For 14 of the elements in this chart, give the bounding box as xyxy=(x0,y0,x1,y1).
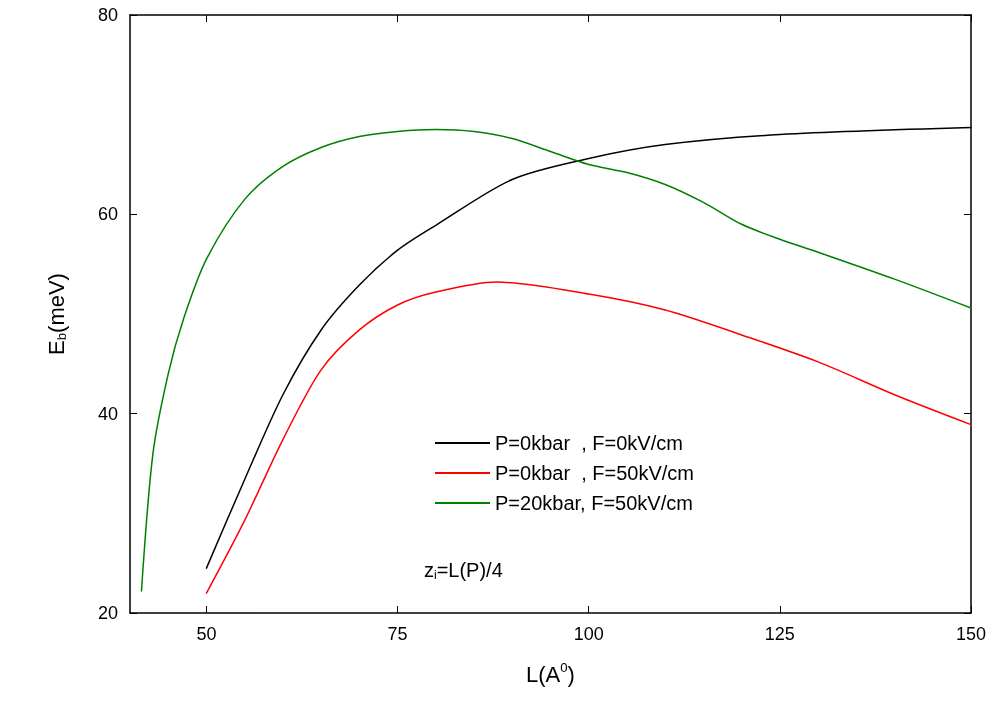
x-tick-label: 100 xyxy=(573,624,604,644)
y-axis-title: Eb(meV) xyxy=(43,273,69,355)
legend-label: P=20kbar, F=50kV/cm xyxy=(495,492,693,514)
y-tick-label: 80 xyxy=(97,5,118,25)
y-tick-label: 20 xyxy=(97,603,118,623)
legend-label: P=0kbar , F=0kV/cm xyxy=(495,432,683,454)
x-tick-label: 50 xyxy=(196,624,217,644)
legend-label: P=0kbar , F=50kV/cm xyxy=(495,462,694,484)
y-tick-label: 40 xyxy=(97,403,118,424)
x-tick-label: 150 xyxy=(955,624,987,644)
x-tick-label: 75 xyxy=(387,624,408,644)
x-tick-label: 125 xyxy=(764,624,795,644)
y-tick-label: 60 xyxy=(97,204,118,225)
line-series xyxy=(205,281,972,594)
